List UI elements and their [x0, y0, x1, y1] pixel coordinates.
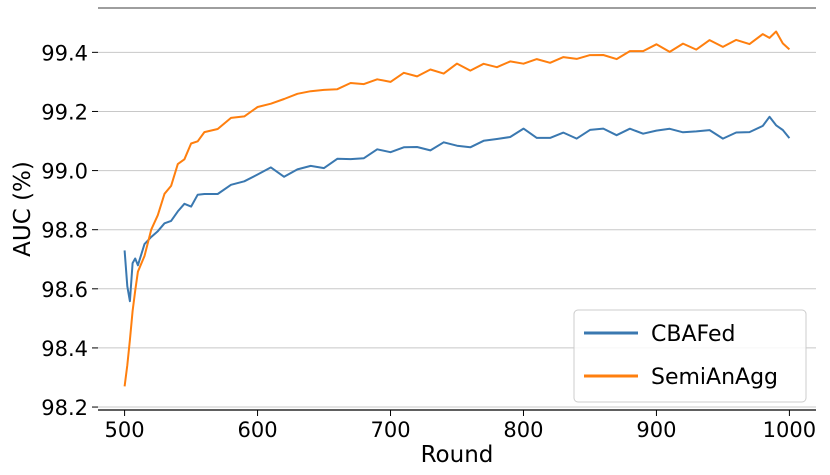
- grid-lines: [98, 51, 816, 408]
- y-tick-label: 98.8: [41, 219, 88, 243]
- legend-label-cbafed: CBAFed: [651, 322, 735, 347]
- x-tick-label: 1000: [763, 418, 816, 442]
- x-tick-label: 600: [238, 418, 278, 442]
- y-tick-label: 98.4: [41, 337, 88, 361]
- y-tick-label: 99.4: [41, 41, 88, 65]
- y-tick-label: 99.2: [41, 100, 88, 124]
- legend-label-semianagg: SemiAnAgg: [651, 365, 778, 390]
- x-tick-label: 800: [503, 418, 543, 442]
- y-tick-label: 98.6: [41, 278, 88, 302]
- x-axis-label: Round: [421, 442, 494, 468]
- y-axis-label: AUC (%): [10, 161, 36, 257]
- axes-frame: [98, 7, 816, 411]
- y-tick-label: 98.2: [41, 396, 88, 420]
- x-tick-label: 700: [370, 418, 410, 442]
- series-line-semianagg: [123, 30, 791, 387]
- series-line-cbafed: [123, 115, 791, 303]
- x-tick-label: 900: [636, 418, 676, 442]
- series-lines: [123, 30, 791, 387]
- legend: CBAFed SemiAnAgg: [573, 309, 807, 403]
- x-tick-label: 500: [105, 418, 145, 442]
- axis-ticks: 98.2 98.4 98.6 98.8 99.0 99.2 99.4 500 600 700 800…: [41, 41, 816, 442]
- y-tick-label: 99.0: [41, 160, 88, 184]
